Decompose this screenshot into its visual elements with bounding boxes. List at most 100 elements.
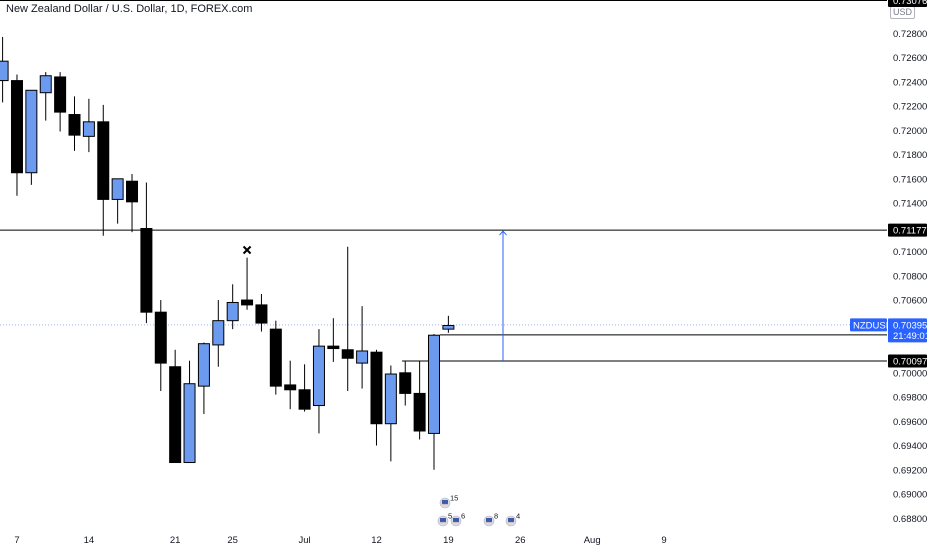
cross-marker — [242, 245, 252, 255]
event-flag-us-count: 4 — [516, 512, 520, 521]
candle — [97, 104, 110, 236]
candle-body — [126, 180, 139, 203]
candle — [428, 334, 440, 470]
candle — [442, 315, 455, 333]
candle — [0, 36, 9, 103]
candle — [140, 182, 153, 324]
event-flag-us: 15 — [439, 494, 458, 509]
y-tick-label: 0.72800 — [893, 29, 927, 40]
candle — [298, 364, 311, 412]
event-flag-us-canton — [442, 500, 448, 503]
candle-body — [370, 351, 383, 425]
event-flag-us-count: 15 — [450, 494, 458, 503]
candle-body — [341, 349, 354, 359]
candle — [312, 329, 325, 434]
y-tick-label: 0.70600 — [893, 296, 927, 307]
candle — [126, 173, 139, 233]
level-tag-0.71177-bg — [888, 223, 927, 237]
x-tick-label: 25 — [227, 535, 238, 546]
y-tick-label: 0.70000 — [893, 368, 927, 379]
cross-stroke — [242, 245, 252, 255]
x-tick-label: 26 — [515, 535, 526, 546]
level-tag-top-bg — [888, 0, 927, 7]
candle-body — [183, 383, 196, 464]
level-tag-top-label: 0.73076 — [893, 0, 927, 7]
candle-body — [255, 304, 268, 324]
candle — [384, 365, 397, 462]
candle-body — [97, 121, 110, 200]
candle-body — [0, 60, 9, 82]
candle-body — [111, 178, 124, 200]
y-tick-label: 0.72600 — [893, 53, 927, 64]
candle-body — [10, 80, 23, 174]
candle — [54, 72, 67, 132]
x-tick-label: 12 — [371, 535, 382, 546]
candle-body — [269, 328, 282, 387]
x-tick-label: 14 — [84, 535, 95, 546]
y-tick-label: 0.71600 — [893, 174, 927, 185]
chart-title: New Zealand Dollar / U.S. Dollar, 1D, FO… — [6, 3, 253, 15]
y-tick-label: 0.69200 — [893, 465, 927, 476]
y-tick-label: 0.71400 — [893, 199, 927, 210]
event-flag-us-canton — [508, 518, 514, 521]
event-flag-us: 4 — [505, 512, 520, 527]
candle-body — [140, 228, 153, 313]
candle — [341, 246, 354, 391]
y-tick-label: 0.72000 — [893, 126, 927, 137]
candle-body — [413, 392, 426, 432]
event-flag-nz-count: 8 — [494, 512, 498, 521]
level-tag-top: 0.73076 — [888, 0, 927, 7]
candle — [255, 293, 268, 332]
last-price-tag-bg — [888, 318, 927, 343]
candle — [10, 74, 23, 196]
event-flag-us: 6 — [450, 512, 465, 527]
candle-body — [356, 350, 369, 364]
event-flag-nz-canton — [486, 518, 492, 521]
candle — [284, 360, 297, 410]
level-tag-0.71177: 0.71177 — [888, 223, 927, 237]
candle-body — [197, 343, 210, 387]
candle — [269, 320, 282, 395]
candle — [212, 300, 225, 367]
symbol-tag: NZDUSD — [850, 318, 893, 332]
candle — [399, 360, 412, 406]
candle — [39, 72, 52, 121]
symbol-tag-label: NZDUSD — [853, 320, 893, 331]
candle — [169, 349, 182, 464]
y-tick-label: 0.69600 — [893, 417, 927, 428]
candle-body — [169, 366, 182, 464]
event-flag-us-canton — [453, 518, 459, 521]
last-price-label: 0.70395 — [893, 320, 927, 331]
y-tick-label: 0.72400 — [893, 77, 927, 88]
y-tick-label: 0.69800 — [893, 393, 927, 404]
y-tick-label: 0.72200 — [893, 102, 927, 113]
y-tick-label: 0.71800 — [893, 150, 927, 161]
candle — [111, 178, 124, 224]
x-tick-label: Aug — [584, 535, 601, 546]
event-flag-nz-canton — [440, 518, 446, 521]
event-flag-nz: 5 — [437, 512, 452, 527]
level-tag-0.70097-bg — [888, 354, 927, 368]
event-flag-us-stripe — [508, 521, 514, 523]
candle — [183, 360, 196, 464]
candle-body — [154, 311, 167, 364]
level-tag-0.71177-label: 0.71177 — [893, 226, 927, 237]
candle — [413, 360, 426, 440]
x-tick-label: 7 — [14, 535, 19, 546]
candle — [327, 318, 340, 362]
candle — [226, 284, 239, 330]
candle — [356, 306, 369, 389]
symbol-tag-bg — [850, 318, 887, 332]
y-tick-label: 0.69000 — [893, 490, 927, 501]
event-flag-nz-stripe — [440, 521, 446, 523]
event-flag-us-stripe — [453, 521, 459, 523]
x-tick-label: 21 — [170, 535, 181, 546]
candle — [68, 96, 81, 151]
x-tick-label: Jul — [299, 535, 311, 546]
y-tick-label: 0.68800 — [893, 514, 927, 525]
candle-body — [312, 345, 325, 407]
candle-body — [428, 334, 440, 434]
candle-body — [68, 114, 81, 136]
y-tick-label: 0.70800 — [893, 271, 927, 282]
